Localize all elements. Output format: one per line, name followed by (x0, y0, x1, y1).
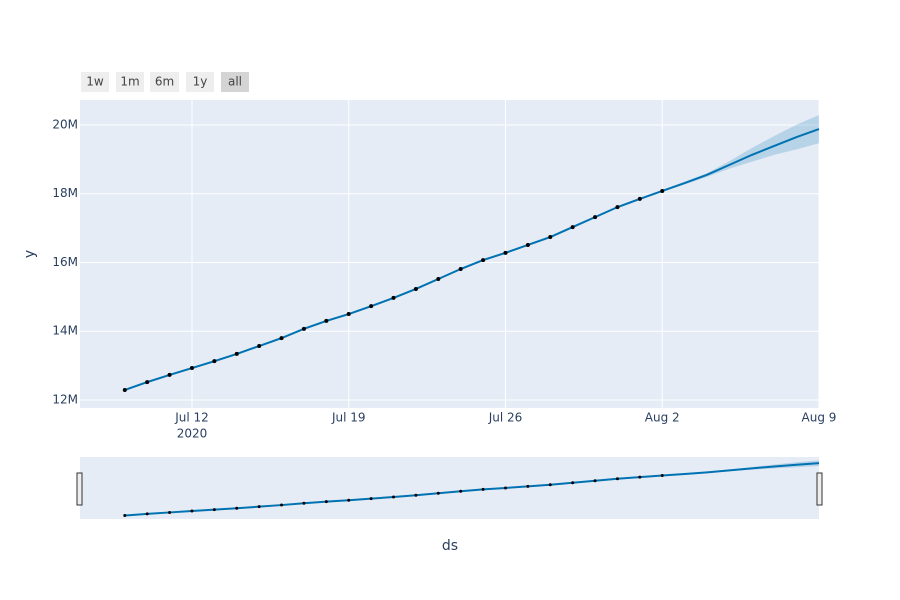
range-button[interactable]: 1m (116, 72, 144, 92)
actual-point (167, 372, 172, 377)
slider-actual-point (324, 500, 328, 504)
slider-actual-point (168, 510, 172, 514)
actual-point (503, 250, 508, 255)
slider-actual-point (145, 512, 149, 516)
range-button[interactable]: 6m (150, 72, 179, 92)
actual-point (189, 366, 194, 371)
slider-actual-point (414, 493, 418, 497)
forecast-line (124, 128, 820, 391)
y-tick-label: 12M (52, 392, 78, 406)
range-button-bg[interactable] (221, 72, 249, 92)
x-tick-label: Jul 19 (331, 411, 366, 425)
slider-actual-point (503, 486, 507, 490)
y-tick-label: 14M (52, 324, 78, 338)
actual-point (593, 215, 598, 220)
slider-actual-point (392, 495, 396, 499)
x-tick-label: Jul 12 (174, 411, 209, 425)
actual-point (548, 235, 553, 240)
slider-actual-point (212, 508, 216, 512)
slider-actual-point (190, 509, 194, 513)
slider-actual-point (481, 487, 485, 491)
actual-point (346, 312, 351, 317)
actual-point (637, 196, 642, 201)
actual-point (324, 318, 329, 323)
actual-point (525, 242, 530, 247)
slider-actual-point (257, 505, 261, 509)
range-button[interactable]: 1y (186, 72, 214, 92)
range-button[interactable]: 1w (81, 72, 109, 92)
actual-point (145, 380, 150, 385)
slider-actual-point (459, 489, 463, 493)
x-tick-year: 2020 (177, 427, 208, 441)
actual-point (413, 286, 418, 291)
actual-point (122, 388, 127, 393)
slider-actual-point (615, 477, 619, 481)
range-button-label[interactable]: 1m (120, 75, 139, 89)
slider-actual-point (548, 483, 552, 487)
actual-point (570, 225, 575, 230)
slider-forecast-line (124, 462, 820, 517)
slider-actual-point (347, 498, 351, 502)
slider-actual-point (638, 475, 642, 479)
actual-point (212, 359, 217, 364)
slider-handle[interactable] (76, 472, 83, 506)
range-button[interactable]: all (221, 72, 249, 92)
x-axis-label: ds (442, 538, 458, 554)
actual-point (234, 351, 239, 356)
y-tick-label: 16M (52, 255, 78, 269)
actual-point (481, 258, 486, 263)
slider-handle[interactable] (816, 472, 823, 506)
range-button-label[interactable]: 6m (155, 75, 174, 89)
slider-actual-point (302, 501, 306, 505)
actual-point (458, 267, 463, 272)
slider-actual-point (235, 506, 239, 510)
slider-actual-point (436, 491, 440, 495)
actual-point (257, 344, 262, 349)
range-button-label[interactable]: 1w (86, 75, 104, 89)
slider-actual-point (280, 503, 284, 507)
range-button-bg[interactable] (81, 72, 109, 92)
actual-point (391, 295, 396, 300)
slider-actual-point (526, 484, 530, 488)
slider-actual-point (660, 474, 664, 478)
y-tick-label: 18M (52, 186, 78, 200)
range-button-label[interactable]: all (228, 75, 242, 89)
x-tick-label: Aug 2 (645, 411, 680, 425)
range-button-bg[interactable] (116, 72, 144, 92)
actual-point (301, 326, 306, 331)
y-axis-label: y (22, 250, 38, 258)
slider-actual-point (593, 479, 597, 483)
range-slider (80, 457, 819, 519)
actual-point (436, 276, 441, 281)
y-tick-label: 20M (52, 117, 78, 131)
range-button-label[interactable]: 1y (193, 75, 208, 89)
plot-layer: 12M 14M 16M 18M 20M Jul 12 2020 Jul 19 Jul 26 Aug… (52, 100, 836, 517)
slider-actual-point (571, 481, 575, 485)
x-tick-label: Jul 26 (488, 411, 523, 425)
actual-point (615, 205, 620, 210)
range-button-bg[interactable] (186, 72, 214, 92)
slider-actual-point (123, 513, 127, 517)
actual-point (369, 304, 374, 309)
slider-actual-point (369, 497, 373, 501)
actual-point (279, 336, 284, 341)
actual-point (660, 188, 665, 193)
plot-area (80, 100, 819, 408)
range-button-bg[interactable] (150, 72, 179, 92)
x-tick-label: Aug 9 (802, 411, 837, 425)
